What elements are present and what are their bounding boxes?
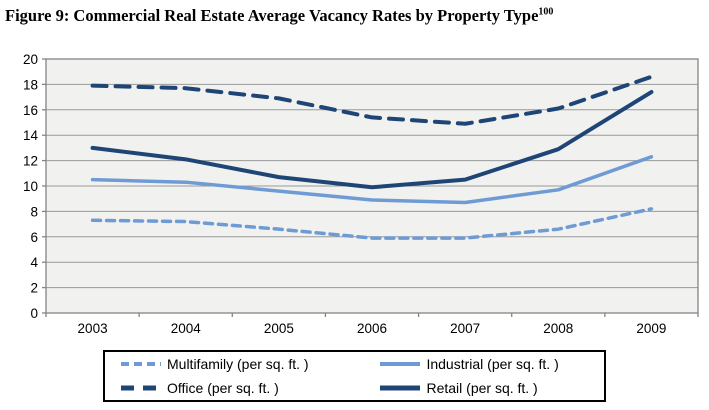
- legend-item-multifamily: Multifamily (per sq. ft. ): [105, 356, 364, 372]
- x-axis-label-2007: 2007: [450, 321, 480, 336]
- legend-item-retail: Retail (per sq. ft. ): [364, 380, 604, 396]
- y-axis-label-8: 8: [30, 204, 38, 219]
- x-axis-label-2009: 2009: [636, 321, 666, 336]
- y-axis-label-20: 20: [23, 52, 38, 67]
- series-line-retail: [90, 90, 654, 190]
- legend-label-multifamily: Multifamily (per sq. ft. ): [167, 356, 309, 372]
- y-axis-label-0: 0: [30, 306, 38, 321]
- legend-item-industrial: Industrial (per sq. ft. ): [364, 356, 604, 372]
- y-axis-label-6: 6: [30, 230, 38, 245]
- retail-line-swatch-icon: [380, 385, 421, 391]
- x-axis-label-2003: 2003: [78, 321, 108, 336]
- y-axis-label-18: 18: [23, 77, 38, 92]
- office-line-swatch-icon: [121, 385, 161, 391]
- series-line-multifamily: [90, 207, 654, 240]
- y-axis-label-16: 16: [23, 103, 38, 118]
- plot-area-svg: 0 2 4 6 8 10 12 14 16 18 20 2003 2004 2005 2006 2007 200…: [23, 52, 699, 336]
- legend-label-industrial: Industrial (per sq. ft. ): [426, 356, 559, 372]
- x-axis-label-2005: 2005: [264, 321, 294, 336]
- series-line-industrial: [90, 155, 654, 205]
- chart-title-footnote-ref: 100: [538, 6, 554, 18]
- legend-item-office: Office (per sq. ft. ): [105, 380, 364, 396]
- x-axis-label-2006: 2006: [357, 321, 387, 336]
- chart-title: Figure 9: Commercial Real Estate Average…: [5, 6, 705, 26]
- y-axis-label-10: 10: [23, 179, 38, 194]
- y-axis-label-2: 2: [30, 281, 38, 296]
- industrial-line-swatch-icon: [380, 362, 421, 366]
- legend-label-office: Office (per sq. ft. ): [167, 380, 279, 396]
- x-axis-label-2004: 2004: [171, 321, 202, 336]
- y-axis-label-4: 4: [30, 255, 38, 270]
- chart-title-text: Figure 9: Commercial Real Estate Average…: [5, 6, 539, 25]
- y-axis-label-14: 14: [23, 128, 39, 143]
- x-axis-label-2008: 2008: [543, 321, 573, 336]
- series-line-office: [90, 74, 654, 126]
- legend: Multifamily (per sq. ft. ) Industrial (p…: [103, 350, 606, 402]
- y-axis-label-12: 12: [23, 154, 38, 169]
- legend-label-retail: Retail (per sq. ft. ): [426, 380, 538, 396]
- multifamily-line-swatch-icon: [121, 362, 161, 366]
